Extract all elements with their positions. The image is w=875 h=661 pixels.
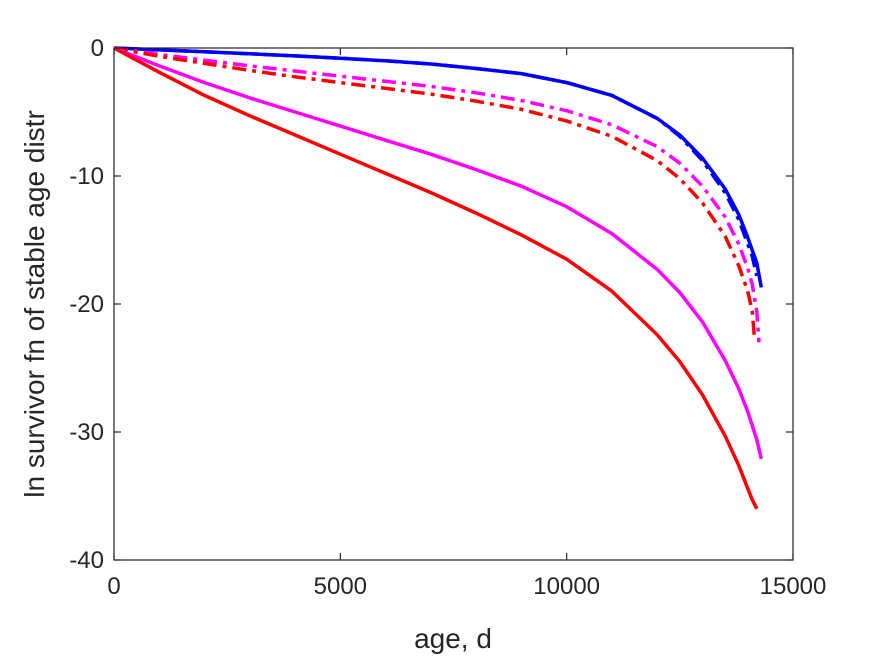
y-tick-label: -10 <box>69 163 104 190</box>
series-line-3 <box>113 46 761 343</box>
x-axis-label: age, d <box>414 623 492 654</box>
x-tick-label: 15000 <box>760 573 827 600</box>
y-tick-label: 0 <box>91 35 104 62</box>
axes-layer <box>113 47 794 561</box>
x-tick-label: 0 <box>107 573 120 600</box>
series-line-6 <box>113 46 759 510</box>
series-line-5 <box>113 46 764 460</box>
x-tick-label: 5000 <box>314 573 367 600</box>
y-tick-label: -30 <box>69 419 104 446</box>
y-axis-label: ln survivor fn of stable age distr <box>19 110 50 498</box>
ticks-layer: 0 5000 10000 15000 0 -10 -20 -30 -40 <box>69 35 826 600</box>
series-layer <box>113 46 764 510</box>
series-line-2 <box>113 46 759 277</box>
plot-frame <box>113 47 794 561</box>
x-tick-label: 10000 <box>533 573 600 600</box>
y-tick-label: -40 <box>69 547 104 574</box>
y-tick-label: -20 <box>69 291 104 318</box>
